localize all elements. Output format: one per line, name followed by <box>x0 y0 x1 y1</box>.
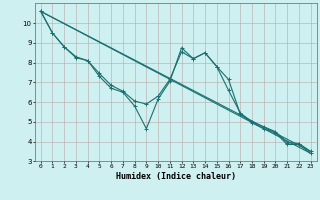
X-axis label: Humidex (Indice chaleur): Humidex (Indice chaleur) <box>116 172 236 181</box>
